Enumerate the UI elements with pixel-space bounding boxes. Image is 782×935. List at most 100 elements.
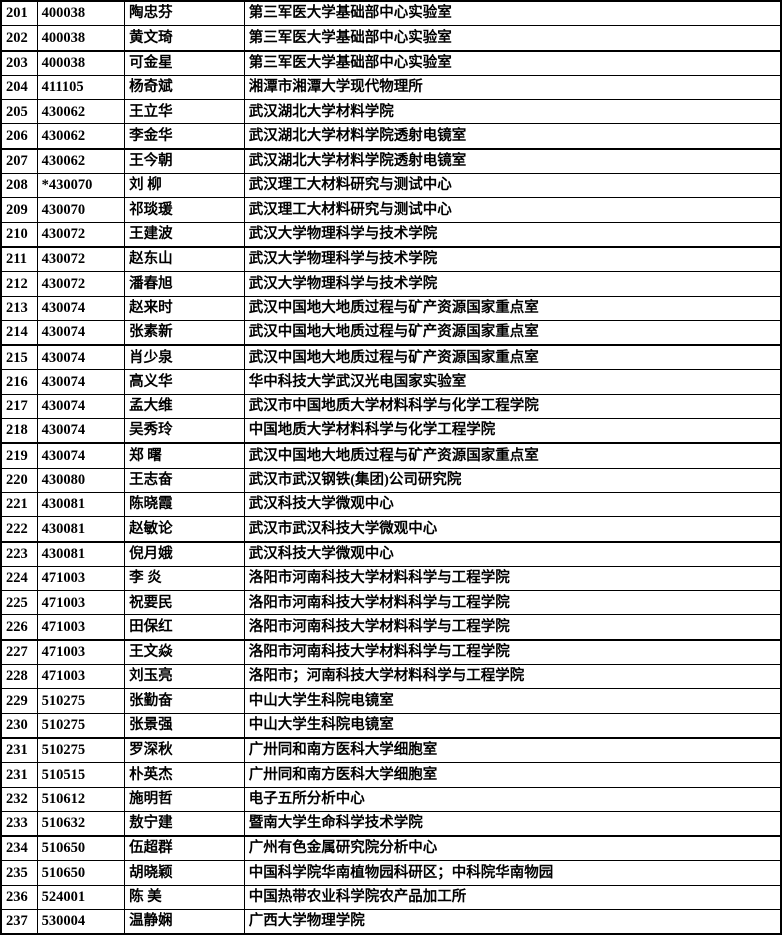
cell-postal-code: 510650: [36, 860, 126, 886]
cell-person-name-text: 施明哲: [129, 790, 173, 807]
cell-person-name: 陈 美: [124, 884, 245, 910]
cell-person-name-text: 陶忠芬: [129, 5, 173, 22]
cell-postal-code-text: *430070: [41, 177, 93, 194]
cell-index: 207: [0, 147, 38, 175]
cell-person-name: 吴秀玲: [124, 418, 245, 444]
cell-index: 211: [0, 245, 38, 273]
cell-institution: 洛阳市河南科技大学材料科学与工程学院: [243, 614, 782, 641]
table-row: 231 510275 罗深秋 广卅同和南方医科大学细胞室: [0, 736, 782, 764]
cell-person-name-text: 张景强: [129, 717, 173, 733]
cell-postal-code: 430074: [36, 344, 126, 371]
cell-index: 226: [0, 614, 38, 641]
cell-person-name: 刘 柳: [124, 173, 245, 199]
cell-person-name-text: 李金华: [129, 127, 173, 144]
cell-postal-code-text: 510515: [41, 766, 86, 783]
table-row: 205 430062 王立华 武汉湖北大学材料学院: [0, 99, 782, 125]
cell-institution-text: 武汉大学物理科学与技术学院: [248, 226, 438, 243]
cell-postal-code: 430080: [36, 467, 126, 493]
cell-person-name: 王文焱: [124, 638, 245, 666]
cell-index: 209: [0, 197, 38, 223]
cell-person-name: 敖宁建: [124, 810, 245, 837]
table-row: 202 400038 黄文琦 第三军医大学基础部中心实验室: [0, 25, 782, 52]
cell-index: 210: [0, 221, 38, 248]
table-row: 219 430074 郑 曙 武汉中国地大地质过程与矿产资源国家重点室: [0, 442, 782, 469]
cell-institution-text: 电子五所分析中心: [248, 790, 365, 807]
cell-institution: 湘潭市湘潭大学现代物理所: [243, 74, 782, 101]
cell-institution: 广西大学物理学院: [243, 908, 782, 935]
cell-postal-code: 400038: [36, 0, 126, 27]
cell-index-text: 217: [6, 398, 28, 415]
cell-index: 236: [0, 884, 38, 910]
cell-person-name-text: 郑 曙: [129, 447, 162, 464]
cell-postal-code-text: 471003: [41, 570, 86, 587]
cell-institution: 暨南大学生命科学技术学院: [243, 810, 782, 837]
cell-institution: 武汉市武汉科技大学微观中心: [243, 516, 782, 543]
cell-postal-code: 471003: [36, 614, 126, 641]
cell-postal-code: 510632: [36, 810, 126, 837]
cell-postal-code-text: 430074: [41, 373, 86, 390]
cell-index: 213: [0, 295, 38, 321]
cell-institution-text: 广州有色金属研究院分析中心: [248, 840, 438, 857]
cell-index: 228: [0, 664, 38, 690]
table-row: 213 430074 赵来时 武汉中国地大地质过程与矿产资源国家重点室: [0, 295, 782, 321]
cell-institution: 第三军医大学基础部中心实验室: [243, 49, 782, 76]
cell-institution-text: 武汉湖北大学材料学院: [248, 103, 394, 120]
table-row: 206 430062 李金华 武汉湖北大学材料学院透射电镜室: [0, 123, 782, 150]
cell-institution-text: 第三军医大学基础部中心实验室: [248, 54, 452, 71]
table-row: 230 510275 张景强 中山大学生科院电镜室: [0, 712, 782, 739]
cell-person-name: 王志奋: [124, 467, 245, 493]
cell-person-name-text: 罗深秋: [129, 742, 173, 759]
cell-postal-code-text: 510650: [41, 840, 86, 857]
cell-postal-code-text: 510275: [41, 742, 86, 759]
table-row: 236 524001 陈 美 中国热带农业科学院农产品加工所: [0, 884, 782, 910]
cell-postal-code-text: 400038: [41, 5, 86, 22]
cell-person-name: 郑 曙: [124, 442, 245, 469]
cell-institution-text: 广西大学物理学院: [248, 913, 365, 930]
cell-institution: 武汉中国地大地质过程与矿产资源国家重点室: [243, 344, 782, 371]
cell-person-name: 赵东山: [124, 245, 245, 273]
cell-index-text: 214: [6, 324, 28, 341]
table-row: 224 471003 李 炎 洛阳市河南科技大学材料科学与工程学院: [0, 565, 782, 592]
cell-institution: 中国热带农业科学院农产品加工所: [243, 884, 782, 910]
cell-index-text: 221: [6, 496, 28, 513]
cell-institution: 中国地质大学材料科学与化学工程学院: [243, 418, 782, 444]
cell-person-name: 黄文琦: [124, 25, 245, 52]
cell-index: 225: [0, 590, 38, 616]
cell-person-name-text: 田保红: [129, 618, 173, 635]
cell-person-name-text: 张勤奋: [129, 692, 173, 709]
cell-person-name: 朴英杰: [124, 762, 245, 788]
cell-postal-code-text: 430070: [41, 201, 86, 218]
cell-institution: 武汉科技大学微观中心: [243, 540, 782, 567]
cell-person-name-text: 高义华: [129, 373, 173, 390]
table-row: 203 400038 可金星 第三军医大学基础部中心实验室: [0, 49, 782, 76]
cell-index-text: 228: [6, 668, 28, 685]
cell-institution-text: 第三军医大学基础部中心实验室: [248, 29, 452, 46]
cell-index: 204: [0, 74, 38, 101]
cell-institution-text: 洛阳市河南科技大学材料科学与工程学院: [248, 618, 510, 635]
cell-institution: 中国科学院华南植物园科研区；中科院华南物园: [243, 860, 782, 886]
cell-institution-text: 第三军医大学基础部中心实验室: [248, 5, 452, 22]
cell-person-name: 罗深秋: [124, 736, 245, 764]
cell-postal-code: 524001: [36, 884, 126, 910]
cell-index: 224: [0, 565, 38, 592]
cell-person-name: 李金华: [124, 123, 245, 150]
cell-institution: 洛阳市河南科技大学材料科学与工程学院: [243, 590, 782, 616]
cell-institution-text: 广卅同和南方医科大学细胞室: [248, 766, 438, 783]
table-row: 215 430074 肖少泉 武汉中国地大地质过程与矿产资源国家重点室: [0, 344, 782, 371]
cell-index-text: 202: [6, 29, 28, 46]
cell-institution-text: 武汉市武汉科技大学微观中心: [248, 520, 438, 537]
cell-postal-code-text: 430074: [41, 299, 86, 316]
cell-index-text: 224: [6, 570, 28, 587]
cell-institution: 电子五所分析中心: [243, 786, 782, 812]
cell-institution: 中山大学生科院电镜室: [243, 712, 782, 739]
cell-person-name-text: 王立华: [129, 103, 173, 120]
cell-postal-code: 430081: [36, 516, 126, 543]
cell-postal-code-text: 430074: [41, 398, 86, 415]
cell-postal-code: 400038: [36, 25, 126, 52]
cell-institution: 洛阳市；河南科技大学材料科学与工程学院: [243, 664, 782, 690]
cell-index: 205: [0, 99, 38, 125]
cell-person-name-text: 刘 柳: [129, 177, 162, 194]
cell-institution: 武汉市武汉钢铁(集团)公司研究院: [243, 467, 782, 493]
cell-postal-code-text: 430072: [41, 226, 86, 243]
cell-postal-code-text: 430080: [41, 472, 86, 489]
